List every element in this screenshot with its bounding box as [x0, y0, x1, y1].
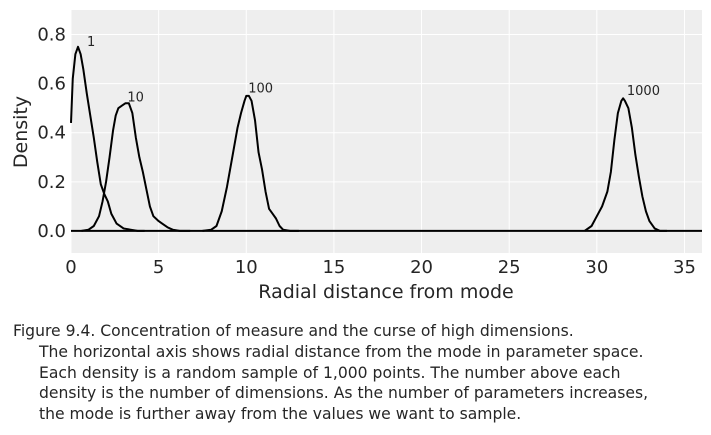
x-tick-label: 35 — [673, 257, 696, 278]
y-axis-title: Density — [10, 96, 32, 168]
caption-line: The horizontal axis shows radial distanc… — [39, 342, 644, 361]
y-axis-ticks: 0.0 0.2 0.4 0.6 0.8 — [37, 25, 66, 242]
x-tick-label: 5 — [153, 257, 164, 278]
annotation-label: 1000 — [627, 84, 660, 99]
density-curve-1000 — [583, 97, 667, 232]
caption-line: Figure 9.4. Concentration of measure and… — [13, 322, 574, 340]
y-tick-label: 0.6 — [37, 74, 66, 95]
x-tick-label: 0 — [65, 257, 76, 278]
caption-line: Each density is a random sample of 1,000… — [39, 363, 621, 382]
density-curve-1 — [70, 45, 145, 232]
y-tick-label: 0.0 — [37, 221, 66, 242]
x-tick-label: 25 — [498, 257, 521, 278]
dimension-annotations: 1 10 100 1000 — [87, 35, 660, 105]
annotation-label: 100 — [248, 82, 273, 97]
y-tick-label: 0.8 — [37, 25, 66, 46]
x-tick-label: 10 — [235, 257, 258, 278]
annotation-label: 10 — [127, 90, 144, 105]
density-curves — [70, 45, 702, 232]
x-tick-label: 30 — [585, 257, 608, 278]
x-axis-ticks: 0 5 10 15 20 25 30 35 — [65, 257, 696, 278]
plot-background — [71, 10, 702, 253]
x-tick-label: 15 — [322, 257, 345, 278]
figure-caption: Figure 9.4. Concentration of measure and… — [13, 321, 703, 425]
annotation-label: 1 — [87, 35, 95, 50]
x-axis-title: Radial distance from mode — [258, 281, 513, 303]
x-tick-label: 20 — [410, 257, 433, 278]
y-tick-label: 0.4 — [37, 123, 66, 144]
density-curve-10 — [81, 102, 191, 232]
y-tick-label: 0.2 — [37, 172, 66, 193]
density-curve-100 — [202, 94, 299, 232]
caption-line: density is the number of dimensions. As … — [39, 384, 649, 403]
caption-line: the mode is further away from the values… — [39, 405, 522, 424]
